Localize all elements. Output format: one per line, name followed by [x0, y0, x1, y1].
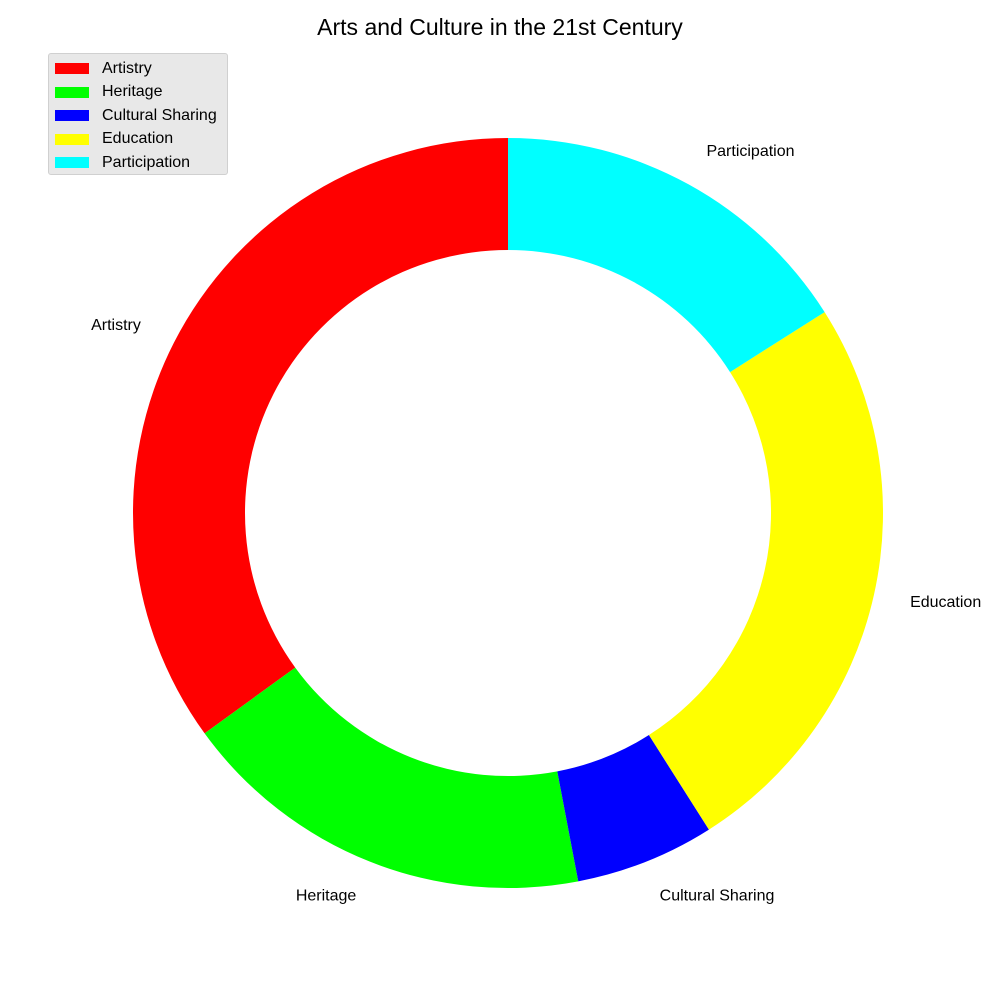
legend-swatch	[55, 133, 89, 145]
slice-label-participation: Participation	[706, 143, 794, 160]
legend-item-participation: Participation	[55, 151, 227, 175]
legend: Artistry Heritage Cultural Sharing Educatio…	[48, 53, 228, 175]
slice-artistry	[133, 138, 508, 734]
legend-item-artistry: Artistry	[55, 57, 227, 81]
slices-group	[133, 138, 884, 889]
slice-labels-group: Artistry Heritage Cultural Sharing Educatio…	[91, 143, 981, 904]
legend-label: Participation	[102, 153, 191, 171]
slice-education	[648, 312, 884, 830]
slice-label-artistry: Artistry	[91, 317, 141, 334]
legend-swatch	[55, 110, 89, 122]
slice-cultural-sharing	[557, 735, 709, 882]
slice-label-cultural-sharing: Cultural Sharing	[660, 887, 775, 904]
legend-label: Heritage	[102, 83, 163, 101]
slice-heritage	[204, 667, 579, 889]
legend-swatch	[55, 157, 89, 169]
legend-swatch	[55, 63, 89, 75]
legend-item-education: Education	[55, 128, 227, 152]
slice-label-heritage: Heritage	[296, 887, 357, 904]
slice-participation	[508, 138, 825, 373]
legend-swatch	[55, 86, 89, 98]
legend-item-cultural-sharing: Cultural Sharing	[55, 104, 227, 128]
legend-item-heritage: Heritage	[55, 81, 227, 105]
legend-label: Education	[102, 130, 174, 148]
legend-label: Cultural Sharing	[102, 106, 217, 124]
legend-label: Artistry	[102, 59, 152, 77]
chart-title: Arts and Culture in the 21st Century	[317, 14, 683, 40]
slice-label-education: Education	[910, 594, 981, 611]
